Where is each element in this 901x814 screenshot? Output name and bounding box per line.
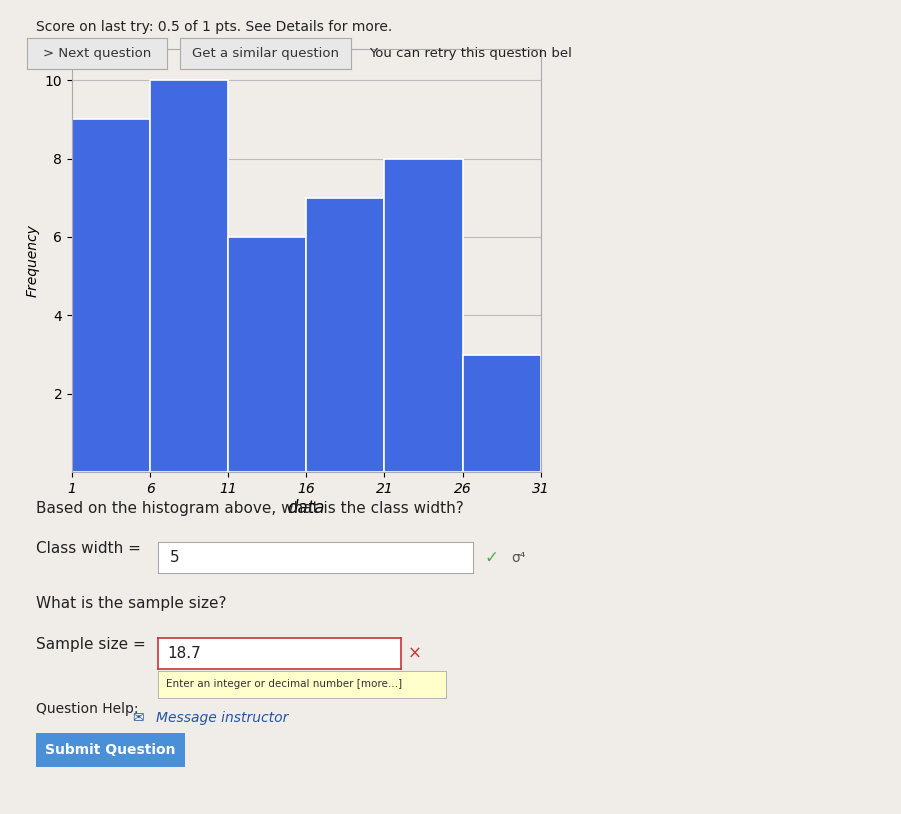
Bar bbox=[462, 355, 541, 472]
Text: Message instructor: Message instructor bbox=[156, 711, 288, 724]
Text: 18.7: 18.7 bbox=[168, 646, 201, 661]
X-axis label: data: data bbox=[287, 499, 325, 517]
Bar bbox=[72, 120, 150, 472]
Text: σ⁴: σ⁴ bbox=[511, 550, 525, 565]
Text: Score on last try: 0.5 of 1 pts. See Details for more.: Score on last try: 0.5 of 1 pts. See Det… bbox=[36, 20, 392, 34]
Bar bbox=[228, 237, 306, 472]
Bar bbox=[150, 81, 228, 472]
Text: Class width =: Class width = bbox=[36, 541, 141, 556]
Text: Enter an integer or decimal number [more...]: Enter an integer or decimal number [more… bbox=[167, 679, 403, 689]
Text: Sample size =: Sample size = bbox=[36, 637, 146, 651]
Text: Based on the histogram above, what is the class width?: Based on the histogram above, what is th… bbox=[36, 501, 464, 515]
Bar bbox=[306, 198, 385, 472]
Text: ✉: ✉ bbox=[133, 711, 150, 724]
Bar bbox=[385, 159, 462, 472]
Text: > Next question: > Next question bbox=[42, 47, 151, 60]
Text: You can retry this question bel: You can retry this question bel bbox=[369, 47, 572, 60]
Text: What is the sample size?: What is the sample size? bbox=[36, 596, 226, 610]
Y-axis label: Frequency: Frequency bbox=[25, 224, 39, 297]
Text: ✓: ✓ bbox=[485, 549, 498, 567]
Text: Get a similar question: Get a similar question bbox=[192, 47, 340, 60]
Text: ×: × bbox=[408, 645, 422, 663]
Text: Submit Question: Submit Question bbox=[45, 742, 176, 757]
Text: Question Help:: Question Help: bbox=[36, 702, 139, 716]
Text: 5: 5 bbox=[170, 550, 180, 565]
